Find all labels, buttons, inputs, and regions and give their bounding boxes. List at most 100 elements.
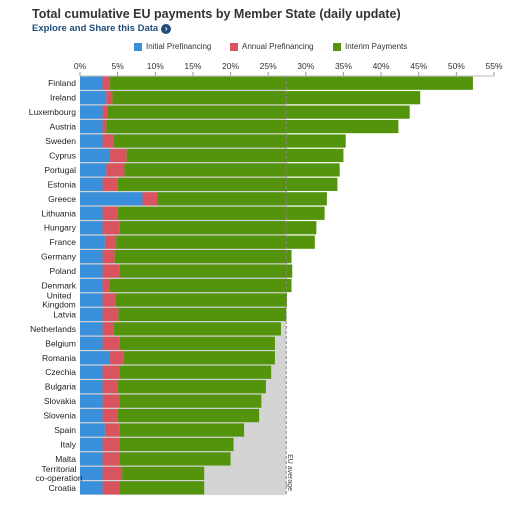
bar-initial[interactable]	[80, 192, 143, 206]
bar-interim[interactable]	[106, 119, 399, 134]
bar-interim[interactable]	[119, 394, 262, 408]
bar-interim[interactable]	[113, 134, 346, 148]
bar-initial[interactable]	[80, 105, 103, 119]
bar-annual[interactable]	[102, 380, 118, 394]
bar-annual[interactable]	[102, 250, 115, 264]
bar-annual[interactable]	[102, 466, 123, 480]
bar-interim[interactable]	[110, 76, 473, 90]
bar-annual[interactable]	[102, 394, 120, 408]
bar-interim[interactable]	[117, 408, 260, 423]
bar-initial[interactable]	[80, 250, 103, 264]
bar-interim[interactable]	[112, 91, 421, 105]
legend-swatch-annual	[230, 42, 238, 51]
bar-initial[interactable]	[80, 481, 103, 495]
bar-annual[interactable]	[102, 105, 108, 119]
bar-interim[interactable]	[117, 177, 338, 191]
bar-initial[interactable]	[80, 148, 111, 163]
eu-average-label: EU average	[286, 454, 293, 491]
bar-initial[interactable]	[80, 351, 111, 365]
bar-initial[interactable]	[80, 235, 105, 249]
bar-annual[interactable]	[102, 437, 120, 452]
bar-interim[interactable]	[126, 148, 344, 163]
bar-initial[interactable]	[80, 91, 107, 105]
bar-interim[interactable]	[115, 293, 288, 307]
bar-annual[interactable]	[102, 452, 120, 466]
x-tick-label: 0%	[74, 61, 87, 71]
category-label: Latvia	[53, 309, 76, 319]
bar-annual[interactable]	[110, 148, 127, 163]
bar-initial[interactable]	[80, 365, 103, 379]
bar-annual[interactable]	[102, 408, 118, 423]
legend-label-initial: Initial Prefinancing	[146, 42, 212, 51]
bar-annual[interactable]	[110, 351, 124, 365]
bar-annual[interactable]	[102, 365, 120, 379]
bar-annual[interactable]	[102, 293, 116, 307]
bar-interim[interactable]	[119, 437, 234, 452]
bar-initial[interactable]	[80, 76, 103, 90]
bar-annual[interactable]	[104, 235, 117, 249]
bar-interim[interactable]	[113, 322, 281, 336]
bar-annual[interactable]	[106, 163, 125, 177]
bar-annual[interactable]	[102, 76, 111, 90]
bar-annual[interactable]	[102, 221, 120, 235]
bar-annual[interactable]	[102, 278, 110, 293]
bar-initial[interactable]	[80, 177, 103, 191]
legend-item-interim[interactable]: Interim Payments	[333, 42, 407, 51]
bar-annual[interactable]	[102, 481, 120, 495]
bar-initial[interactable]	[80, 437, 103, 452]
bar-initial[interactable]	[80, 336, 103, 350]
bar-annual[interactable]	[104, 423, 120, 437]
bar-interim[interactable]	[157, 192, 327, 206]
bar-initial[interactable]	[80, 206, 103, 220]
bar-interim[interactable]	[109, 278, 292, 293]
bar-interim[interactable]	[119, 336, 275, 350]
bar-annual[interactable]	[102, 307, 119, 322]
bar-interim[interactable]	[124, 163, 340, 177]
bar-annual[interactable]	[102, 177, 118, 191]
bar-initial[interactable]	[80, 293, 103, 307]
bar-annual[interactable]	[102, 206, 118, 220]
bar-interim[interactable]	[119, 221, 317, 235]
bar-interim[interactable]	[119, 452, 231, 466]
bar-interim[interactable]	[116, 235, 315, 249]
bar-annual[interactable]	[102, 134, 114, 148]
bar-initial[interactable]	[80, 278, 103, 293]
bar-initial[interactable]	[80, 394, 103, 408]
bar-interim[interactable]	[119, 423, 245, 437]
bar-interim[interactable]	[117, 206, 325, 220]
bar-annual[interactable]	[142, 192, 158, 206]
bar-annual[interactable]	[102, 322, 114, 336]
bar-initial[interactable]	[80, 452, 103, 466]
bar-initial[interactable]	[80, 423, 105, 437]
bar-interim[interactable]	[114, 250, 292, 264]
bar-initial[interactable]	[80, 466, 103, 480]
chart-title: Total cumulative EU payments by Member S…	[32, 7, 401, 21]
bar-initial[interactable]	[80, 380, 103, 394]
bar-interim[interactable]	[118, 307, 287, 322]
bar-initial[interactable]	[80, 163, 107, 177]
legend-item-annual[interactable]: Annual Prefinancing	[230, 42, 314, 51]
bar-initial[interactable]	[80, 264, 103, 278]
x-tick-label: 45%	[410, 61, 427, 71]
bar-annual[interactable]	[102, 264, 120, 278]
bar-interim[interactable]	[117, 380, 266, 394]
bar-interim[interactable]	[122, 466, 205, 480]
bar-interim[interactable]	[107, 105, 410, 119]
bar-initial[interactable]	[80, 221, 103, 235]
legend-label-interim: Interim Payments	[345, 42, 408, 51]
bar-initial[interactable]	[80, 119, 103, 134]
bar-interim[interactable]	[119, 365, 272, 379]
bar-interim[interactable]	[119, 481, 205, 495]
legend-item-initial[interactable]: Initial Prefinancing	[134, 42, 211, 51]
bar-annual[interactable]	[102, 336, 120, 350]
bar-interim[interactable]	[123, 351, 275, 365]
explore-share-link[interactable]: Explore and Share this Data ›	[32, 23, 172, 34]
bar-initial[interactable]	[80, 134, 103, 148]
bar-initial[interactable]	[80, 408, 103, 423]
bar-initial[interactable]	[80, 322, 103, 336]
bar-annual[interactable]	[102, 119, 107, 134]
bar-annual[interactable]	[106, 91, 113, 105]
bar-interim[interactable]	[119, 264, 293, 278]
bar-initial[interactable]	[80, 307, 103, 322]
